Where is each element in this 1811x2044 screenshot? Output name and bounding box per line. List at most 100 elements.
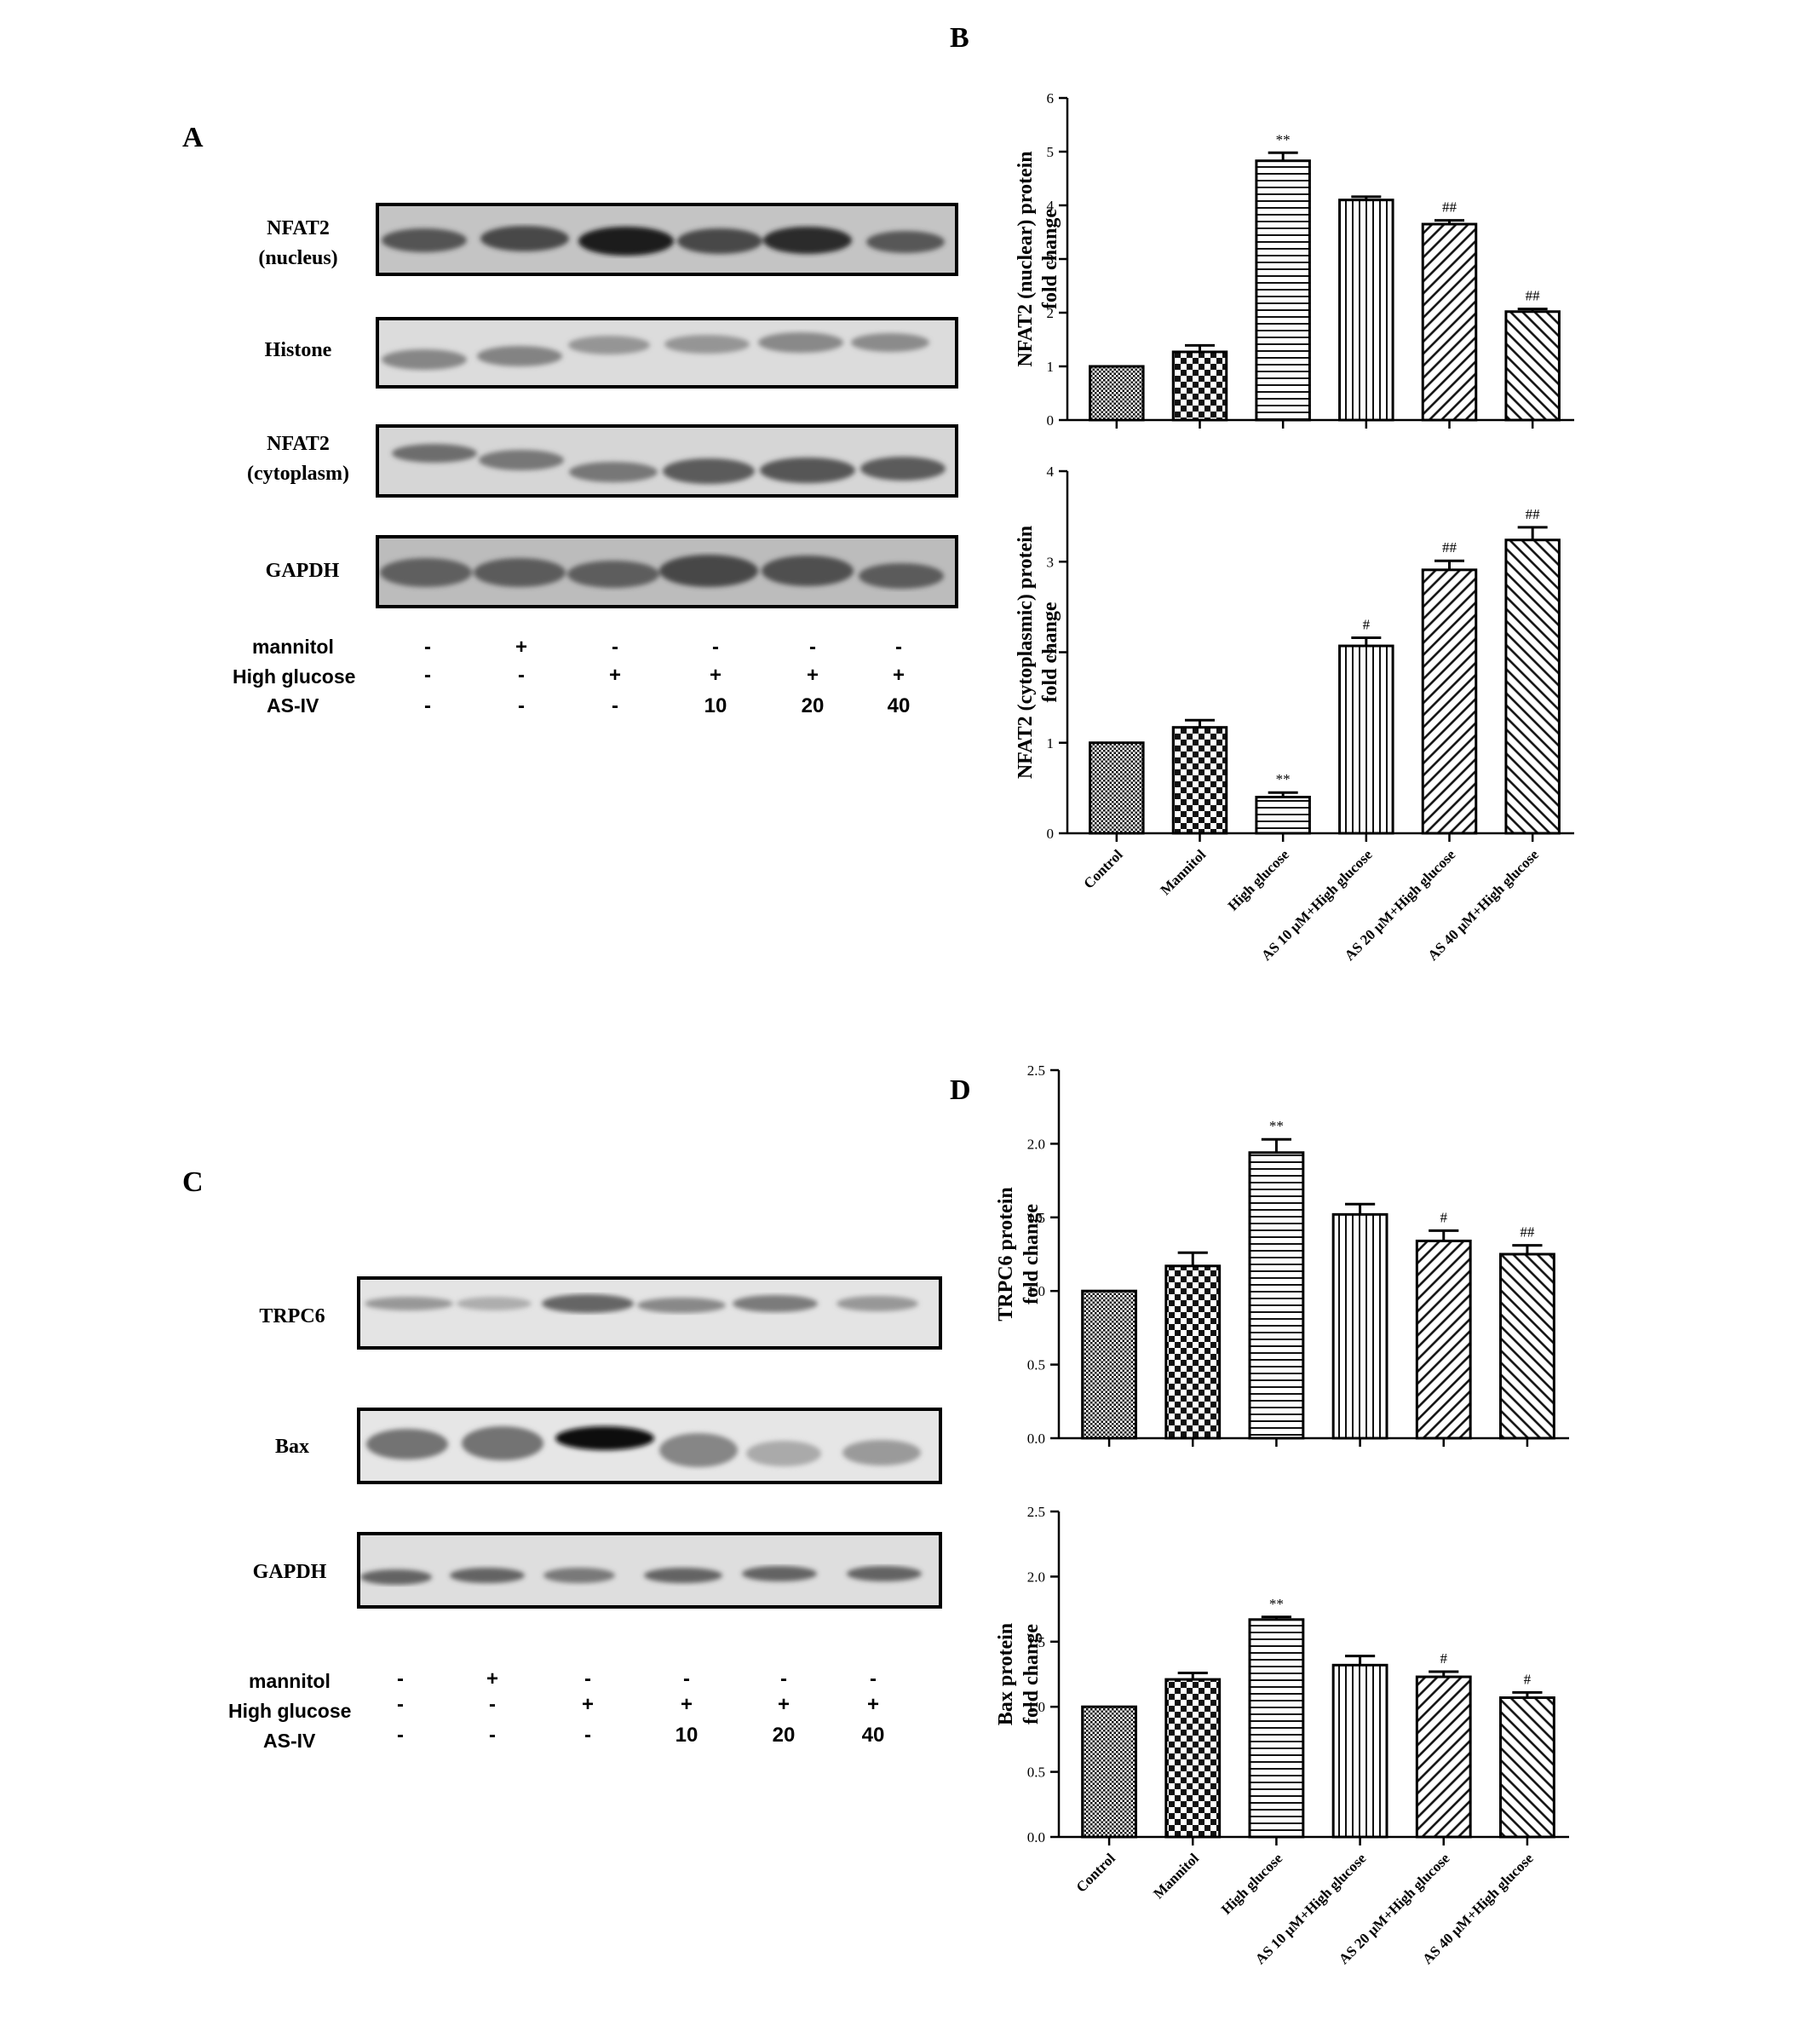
blot-label: TRPC6 <box>259 1305 325 1327</box>
bar <box>1504 538 1561 835</box>
treatment-value: - <box>424 694 431 717</box>
y-axis-label: NFAT2 (nuclear) protein <box>1015 151 1037 366</box>
y-tick-label: 2.5 <box>1027 1504 1045 1520</box>
blot-row-bax: Bax <box>275 1408 942 1484</box>
bar-chart-4: 0.0 0.5 1.0 1.5 2.0 2.5 Bax protein fold change… <box>995 1504 1569 1967</box>
treatment-table-a: mannitol High glucose AS-IV - + - - - - - - + + + +… <box>233 636 910 717</box>
treatment-value: - <box>683 1667 690 1690</box>
bar <box>1338 644 1394 835</box>
treatment-value: - <box>397 1667 404 1690</box>
blot-label: GAPDH <box>253 1561 327 1583</box>
blot-bands <box>366 1426 921 1467</box>
blot-bands <box>382 226 945 256</box>
treatment-value: - <box>584 1724 591 1747</box>
treatment-value: - <box>612 636 618 659</box>
blot-row-nfat2-cytoplasm: NFAT2 (cytoplasm) <box>247 424 958 498</box>
blot-row-gapdh-c: GAPDH <box>253 1532 942 1609</box>
bar <box>1255 159 1311 422</box>
blot-strip <box>376 317 958 389</box>
y-tick-label: 1.0 <box>1027 1699 1045 1715</box>
treatment-value: + <box>778 1693 790 1716</box>
treatment-value: - <box>489 1724 496 1747</box>
blot-strip <box>357 1276 942 1350</box>
category-label: Control <box>1080 846 1125 891</box>
significance-label: ## <box>1442 539 1457 556</box>
treatment-value: + <box>582 1693 594 1716</box>
bar <box>1499 1252 1555 1440</box>
treatment-label-high-glucose: High glucose <box>228 1700 351 1722</box>
significance-label: ## <box>1526 506 1541 522</box>
blot-label: (cytoplasm) <box>247 463 349 485</box>
blot-row-gapdh-a: GAPDH <box>266 535 958 608</box>
panel-letter-b: B <box>950 22 969 54</box>
treatment-value: 10 <box>704 694 727 717</box>
blot-label: NFAT2 <box>267 217 330 239</box>
treatment-value: - <box>518 694 525 717</box>
bar <box>1171 726 1228 835</box>
category-label: Mannitol <box>1150 1850 1202 1902</box>
treatment-label-high-glucose: High glucose <box>233 665 355 688</box>
blot-label: (nucleus) <box>258 247 337 269</box>
treatment-value: - <box>489 1693 496 1716</box>
significance-label: ## <box>1442 199 1457 216</box>
significance-label: ** <box>1276 771 1291 787</box>
category-label: High glucose <box>1218 1850 1286 1918</box>
treatment-label-as-iv: AS-IV <box>263 1730 316 1752</box>
y-axis-label: TRPC6 protein <box>995 1187 1017 1321</box>
treatment-value: + <box>486 1667 498 1690</box>
treatment-value: - <box>712 636 719 659</box>
blot-strip <box>376 424 958 498</box>
panel-letter-d: D <box>950 1074 971 1106</box>
treatment-value: + <box>893 664 905 687</box>
bar <box>1164 1264 1222 1440</box>
bar <box>1089 365 1145 422</box>
y-axis-label: NFAT2 (cytoplasmic) protein <box>1015 526 1037 779</box>
treatment-value: 40 <box>862 1724 885 1747</box>
panel-letter-a: A <box>182 122 204 153</box>
category-label: High glucose <box>1225 846 1293 914</box>
blot-label: Bax <box>275 1436 309 1458</box>
bar <box>1421 568 1478 835</box>
y-tick-label: 2.0 <box>1027 1569 1045 1585</box>
significance-label: ** <box>1276 131 1291 147</box>
significance-label: # <box>1440 1209 1448 1225</box>
blot-label: GAPDH <box>266 560 340 582</box>
treatment-value: 40 <box>888 694 911 717</box>
significance-label: ** <box>1269 1596 1284 1612</box>
bar <box>1248 1618 1305 1839</box>
bar-chart-1: 0 1 2 3 4 5 6 NFAT2 (nuclear) protein fold chang… <box>1015 90 1574 429</box>
treatment-value: 20 <box>773 1724 796 1747</box>
blot-row-trpc6: TRPC6 <box>259 1276 942 1350</box>
treatment-value: - <box>397 1693 404 1716</box>
treatment-value: - <box>780 1667 787 1690</box>
y-tick-label: 2 <box>1047 645 1055 661</box>
significance-label: ## <box>1520 1224 1535 1241</box>
blot-label: Histone <box>265 339 332 361</box>
treatment-table-c: mannitol High glucose AS-IV - + - - - - - - + + + +… <box>228 1667 884 1752</box>
bar <box>1421 222 1478 422</box>
treatment-value: - <box>895 636 902 659</box>
y-axis-label: Bax protein <box>995 1623 1017 1725</box>
y-tick-label: 0.5 <box>1027 1357 1045 1373</box>
treatment-value: - <box>809 636 816 659</box>
blot-bands <box>365 1294 918 1313</box>
treatment-label-mannitol: mannitol <box>249 1670 331 1692</box>
bar-chart-2: 0 1 2 3 4 NFAT2 (cytoplasmic) protein fold cha… <box>1015 463 1574 964</box>
y-tick-label: 0.0 <box>1027 1431 1045 1447</box>
bar <box>1081 1289 1137 1440</box>
blot-row-histone: Histone <box>265 317 958 389</box>
bar <box>1164 1678 1222 1839</box>
y-tick-label: 1.0 <box>1027 1283 1045 1299</box>
significance-label: ## <box>1526 288 1541 304</box>
category-label: Control <box>1073 1850 1118 1895</box>
significance-label: # <box>1524 1671 1532 1687</box>
bar <box>1171 350 1228 422</box>
treatment-label-as-iv: AS-IV <box>267 694 319 717</box>
treatment-value: + <box>609 664 621 687</box>
y-tick-label: 5 <box>1047 144 1055 160</box>
treatment-value: - <box>424 664 431 687</box>
y-tick-label: 2.5 <box>1027 1062 1045 1079</box>
y-tick-label: 1.5 <box>1027 1634 1045 1650</box>
treatment-value: - <box>424 636 431 659</box>
